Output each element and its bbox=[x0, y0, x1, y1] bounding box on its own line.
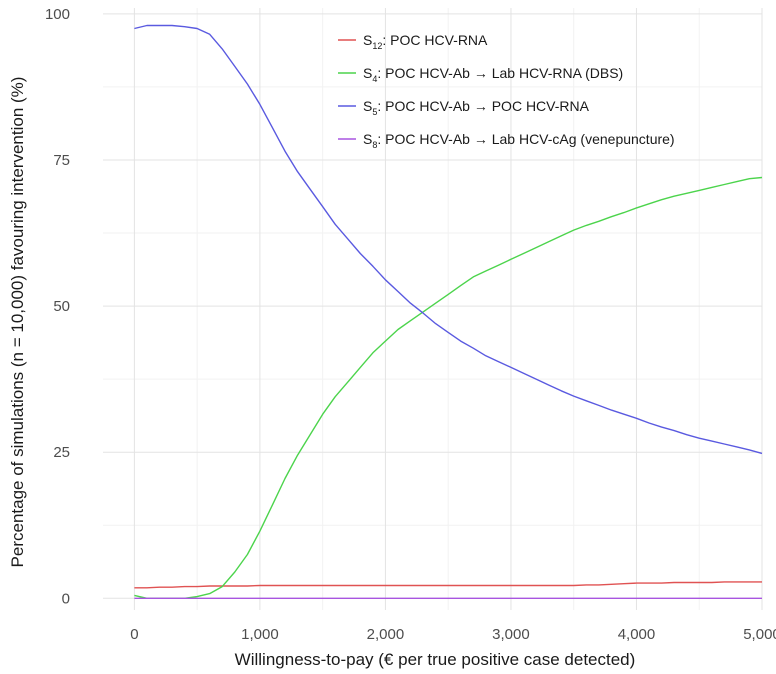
series-lines bbox=[134, 24, 763, 599]
legend-label: S5: POC HCV-Ab → POC HCV-RNA bbox=[363, 98, 590, 117]
y-tick-label: 50 bbox=[53, 298, 70, 315]
y-axis-ticks: 0 25 50 75 100 bbox=[45, 6, 70, 607]
series-line-0 bbox=[134, 581, 762, 589]
y-axis-title: Percentage of simulations (n = 10,000) f… bbox=[8, 77, 27, 568]
x-axis-ticks: 0 1,000 2,000 3,000 4,000 5,000 bbox=[130, 626, 776, 643]
y-tick-label: 0 bbox=[62, 590, 70, 607]
minor-gridlines bbox=[103, 8, 762, 610]
x-tick-label: 5,000 bbox=[743, 626, 776, 643]
legend: S12: POC HCV-RNA S4: POC HCV-Ab → Lab HCV… bbox=[338, 32, 675, 150]
y-tick-label: 25 bbox=[53, 444, 70, 461]
x-tick-label: 1,000 bbox=[241, 626, 279, 643]
x-tick-label: 0 bbox=[130, 626, 138, 643]
series-line-2 bbox=[134, 24, 763, 455]
x-tick-label: 3,000 bbox=[492, 626, 530, 643]
legend-label: S4: POC HCV-Ab → Lab HCV-RNA (DBS) bbox=[363, 65, 623, 84]
legend-label: S8: POC HCV-Ab → Lab HCV-cAg (venepunctu… bbox=[363, 131, 675, 150]
y-tick-label: 75 bbox=[53, 152, 70, 169]
x-tick-label: 4,000 bbox=[618, 626, 656, 643]
series-line-1 bbox=[134, 176, 763, 599]
y-tick-label: 100 bbox=[45, 6, 70, 23]
x-axis-title: Willingness-to-pay (€ per true positive … bbox=[235, 650, 636, 669]
x-tick-label: 2,000 bbox=[367, 626, 405, 643]
legend-label: S12: POC HCV-RNA bbox=[363, 32, 488, 51]
